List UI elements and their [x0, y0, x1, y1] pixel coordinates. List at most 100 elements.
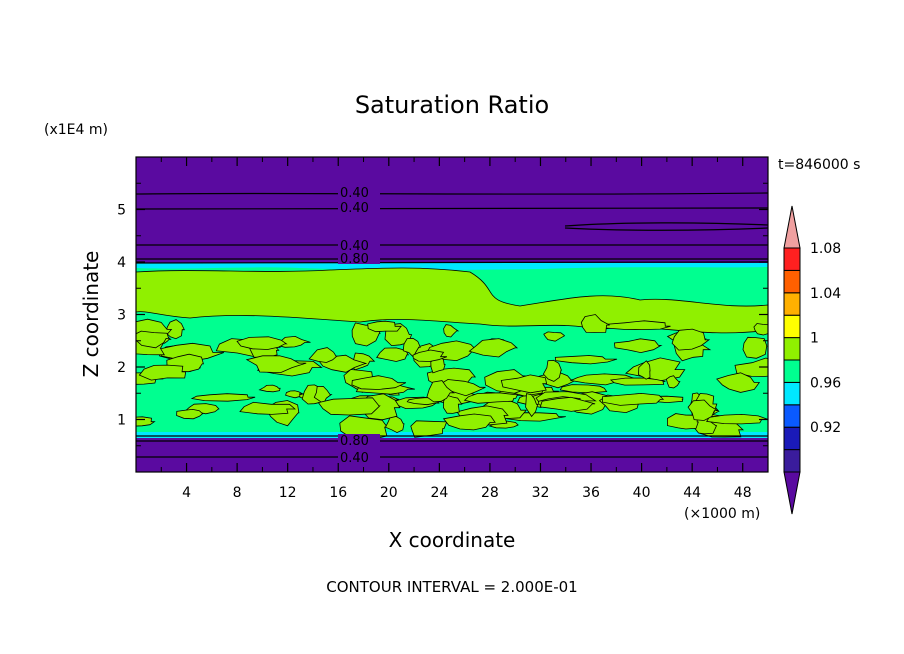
y-tick-label: 5	[117, 203, 126, 219]
colorbar-tick-label: 1.08	[810, 241, 841, 257]
cloud-patch	[410, 420, 448, 438]
cloud-patch	[136, 416, 156, 427]
cloud-patch	[136, 267, 768, 334]
contour-label: 0.40	[340, 239, 369, 254]
cloud-patch	[613, 338, 663, 354]
x-tick-label: 20	[380, 485, 398, 501]
x-tick-label: 48	[734, 485, 752, 501]
cloud-patch	[138, 364, 187, 381]
cloud-patch	[609, 377, 666, 386]
cloud-patch	[443, 324, 460, 338]
y-tick-label: 2	[117, 360, 126, 376]
colorbar-tick-label: 1.04	[810, 286, 841, 302]
cloud-patch	[716, 372, 761, 393]
cloud-patch	[367, 320, 403, 333]
y-axis-label: Z coordinate	[79, 251, 103, 378]
cloud-patch	[176, 408, 205, 420]
x-tick-label: 36	[582, 485, 600, 501]
x-tick-label: 28	[481, 485, 499, 501]
contour-label: 0.40	[340, 451, 369, 466]
colorbar-box	[783, 449, 801, 473]
colorbar-box	[783, 381, 801, 406]
y-tick-label: 4	[117, 255, 126, 271]
cloud-patch	[601, 392, 665, 406]
cloud-patch	[351, 375, 407, 390]
colorbar-upper-triangle	[783, 205, 801, 249]
cloud-patch	[236, 336, 288, 350]
cloud-patch	[136, 330, 170, 349]
x-tick-label: 24	[430, 485, 448, 501]
contour-label-group: 0.40 0.40 0.40 0.80 0.80 0.40	[338, 186, 380, 466]
colorbar-box	[783, 404, 801, 428]
x-tick-label: 40	[633, 485, 651, 501]
cloud-patch	[426, 380, 455, 403]
y-axis: 1 2 3 4 5	[117, 182, 768, 447]
cloud-patch	[258, 384, 281, 393]
cloud-patch	[285, 390, 303, 399]
cloud-patch	[542, 359, 562, 382]
cloud-patch	[308, 347, 338, 363]
colorbar-tick-label: 0.92	[810, 420, 841, 436]
contour-interval-footer: CONTOUR INTERVAL = 2.000E-01	[326, 578, 577, 596]
cloud-top-edge	[136, 263, 768, 270]
y-tick-label: 3	[117, 308, 126, 324]
x-unit-label: (×1000 m)	[684, 506, 760, 522]
cloud-patch	[539, 396, 596, 412]
cloud-patch	[525, 393, 539, 418]
cloud-patch	[412, 349, 448, 362]
cloud-patch	[569, 373, 636, 386]
cloud-patch	[500, 374, 548, 394]
cloud-patch	[384, 415, 405, 434]
time-label: t=846000 s	[778, 157, 860, 173]
cloud-patch	[580, 314, 610, 333]
cloud-patch	[245, 355, 307, 374]
cloud-patch	[638, 360, 651, 380]
cloud-patch	[734, 357, 768, 377]
cloud-patch	[665, 375, 681, 389]
cloud-patch	[442, 413, 496, 431]
colorbar-tick-label: 0.96	[810, 375, 841, 391]
cloud-patch	[239, 401, 296, 415]
cloud-patch	[317, 397, 381, 416]
cloud-patch	[468, 338, 519, 358]
cloud-patch	[671, 328, 711, 351]
colorbar-box	[783, 247, 801, 271]
x-tick-label: 16	[329, 485, 347, 501]
cloud-patch	[165, 319, 185, 340]
colorbar-box	[783, 359, 801, 383]
x-axis-label: X coordinate	[389, 528, 516, 552]
x-tick-label: 12	[279, 485, 297, 501]
colorbar-tick-label: 1	[810, 331, 819, 347]
contour-lines	[136, 192, 768, 458]
y-tick-label: 1	[117, 413, 126, 429]
cloud-patch	[687, 399, 720, 421]
cloud-patches	[136, 267, 768, 441]
colorbar-box	[783, 314, 801, 339]
colorbar-lower-triangle	[783, 471, 801, 515]
contour-label: 0.40	[340, 201, 369, 216]
contour-label: 0.40	[340, 186, 369, 201]
colorbar: 0.92 0.96 1 1.04 1.08	[783, 205, 841, 515]
chart-title: Saturation Ratio	[355, 91, 549, 119]
cloud-patch	[430, 357, 446, 374]
x-tick-label: 4	[182, 485, 191, 501]
contour-label: 0.80	[340, 434, 369, 449]
x-tick-label: 32	[532, 485, 550, 501]
cloud-patch	[463, 392, 519, 404]
x-axis: 4 8 12 16 20 24 28 32 36 40 44 48	[160, 157, 752, 501]
colorbar-box	[783, 426, 801, 451]
cloud-bottom-edge	[136, 432, 768, 438]
contour-label: 0.80	[340, 252, 369, 267]
colorbar-box	[783, 269, 801, 294]
x-tick-label: 44	[683, 485, 701, 501]
cloud-patch	[190, 393, 256, 402]
cloud-patch	[554, 355, 618, 365]
x-tick-label: 8	[233, 485, 242, 501]
cloud-patch	[753, 323, 768, 336]
colorbar-box	[783, 337, 801, 361]
cloud-patch	[543, 331, 565, 342]
cloud-patch	[442, 394, 463, 414]
plot-area: 0.40 0.40 0.40 0.80 0.80 0.40	[136, 157, 768, 472]
y-unit-label: (x1E4 m)	[44, 122, 108, 138]
